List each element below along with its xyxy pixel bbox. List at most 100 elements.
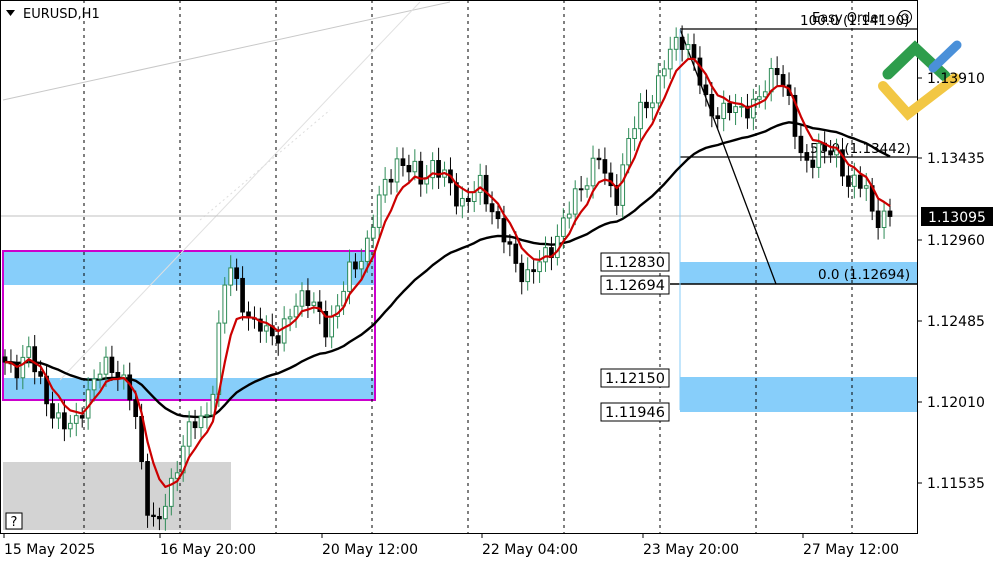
- candle-body: [804, 152, 810, 161]
- candle-body: [733, 106, 738, 113]
- candle-body: [840, 149, 845, 177]
- price-tag[interactable]: 1.12830: [600, 252, 670, 272]
- candle: [673, 27, 679, 61]
- candle-body: [353, 261, 358, 270]
- candle: [578, 176, 584, 202]
- candle: [38, 360, 43, 385]
- candle: [828, 140, 833, 163]
- candle-body: [228, 267, 234, 286]
- candle: [739, 97, 744, 118]
- candle: [846, 165, 851, 198]
- price-tick-label: 1.13910: [927, 71, 985, 87]
- candle: [287, 308, 293, 332]
- candle-body: [691, 44, 697, 59]
- candle-body: [852, 174, 857, 187]
- candle: [614, 174, 620, 215]
- candle: [32, 335, 38, 385]
- candle-body: [436, 160, 441, 178]
- fibonacci-tool[interactable]: 100.0 (1.14190) 50.0 (1.13442) 0.0 (1.12…: [670, 13, 917, 410]
- range-box: [2, 250, 376, 401]
- time-tick-label: 22 May 04:00: [482, 542, 578, 558]
- candle: [198, 406, 204, 438]
- candle-body: [38, 371, 43, 377]
- channel-line: [59, 1, 421, 381]
- candle-body: [543, 247, 548, 263]
- candle: [67, 414, 73, 438]
- candle-body: [222, 284, 228, 324]
- candle: [228, 255, 234, 297]
- candle: [240, 266, 245, 321]
- candle: [733, 93, 738, 126]
- candle: [727, 95, 732, 121]
- candle: [543, 236, 548, 272]
- candle: [715, 107, 721, 129]
- candle-body: [875, 210, 881, 229]
- candle: [376, 185, 382, 241]
- candle: [703, 75, 709, 107]
- candle: [840, 138, 845, 186]
- candle: [584, 177, 590, 198]
- ma-long-path: [4, 121, 891, 419]
- candle-body: [133, 399, 139, 418]
- candle-body: [614, 185, 620, 206]
- price-tag-box: [600, 368, 670, 388]
- price-tag-box: [600, 402, 670, 422]
- candle-body: [26, 346, 32, 358]
- candle-body: [460, 197, 465, 207]
- candle-body: [157, 516, 162, 520]
- candle-body: [727, 102, 732, 113]
- candle-body: [299, 290, 305, 307]
- candle-body: [644, 101, 649, 109]
- candle: [804, 144, 810, 173]
- easy-order-button[interactable]: Easy Order: [812, 10, 912, 27]
- price-tag[interactable]: 1.12694: [600, 275, 670, 295]
- candle: [412, 149, 418, 181]
- candle: [163, 493, 168, 531]
- brand-logo-icon: [878, 40, 962, 121]
- candle: [382, 167, 388, 203]
- price-tag[interactable]: 1.11946: [600, 402, 670, 422]
- candle: [91, 369, 97, 402]
- candle: [151, 502, 156, 527]
- candle: [258, 307, 263, 343]
- candle-body: [656, 75, 661, 104]
- candle-body: [323, 310, 329, 338]
- candle-body: [477, 174, 483, 193]
- candle-body: [198, 415, 204, 429]
- candle-body: [347, 261, 352, 292]
- plot-frame: [0, 0, 918, 534]
- candle: [418, 151, 424, 197]
- candle: [168, 468, 174, 516]
- candle-body: [471, 191, 477, 202]
- symbol-dropdown-icon[interactable]: [6, 10, 15, 16]
- zone-upper-left: [3, 251, 374, 285]
- candle-body: [626, 138, 631, 166]
- candle: [519, 254, 525, 295]
- candle-body: [483, 174, 489, 205]
- candle-body: [501, 218, 507, 243]
- candle-body: [305, 290, 311, 306]
- candle: [79, 407, 85, 428]
- candle-body: [73, 415, 79, 424]
- candle: [566, 201, 572, 229]
- candle: [430, 152, 435, 190]
- candle: [14, 354, 20, 390]
- candle: [305, 278, 311, 318]
- candle-body: [857, 174, 863, 189]
- candle-body: [50, 403, 55, 419]
- gray-zone: [3, 462, 231, 530]
- candle-body: [531, 269, 536, 273]
- price-axis: 1.13910 1.13435 1.12960 1.12485 1.12010 …: [917, 71, 993, 492]
- candle: [596, 148, 602, 170]
- candle-body: [584, 185, 590, 190]
- price-tag[interactable]: 1.12150: [600, 368, 670, 388]
- candle-body: [537, 261, 542, 273]
- candle-body: [739, 105, 744, 108]
- help-button[interactable]: ?: [5, 512, 23, 530]
- candle-body: [370, 226, 376, 239]
- candle-body: [673, 36, 679, 50]
- candle: [857, 166, 863, 198]
- candle-body: [780, 74, 786, 86]
- candle: [810, 147, 816, 179]
- candle: [507, 234, 513, 257]
